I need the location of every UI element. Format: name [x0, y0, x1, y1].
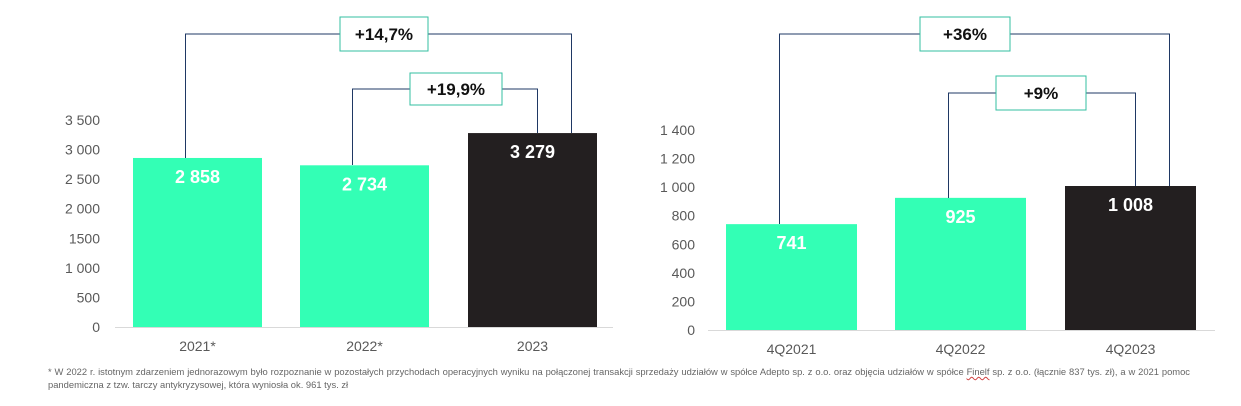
y-tick-label: 800 — [672, 208, 696, 224]
x-tick-label: 2022* — [346, 338, 383, 354]
y-tick-label: 500 — [77, 289, 101, 305]
growth-label: +14,7% — [355, 25, 413, 44]
y-tick-label: 3 000 — [65, 142, 100, 158]
x-tick-label: 2021* — [179, 338, 216, 354]
growth-label: +19,9% — [427, 80, 485, 99]
x-tick-label: 2023 — [517, 338, 548, 354]
y-tick-label: 1 000 — [65, 260, 100, 276]
y-tick-label: 1500 — [69, 230, 100, 246]
footnote-text-1: * W 2022 r. istotnym zdarzeniem jednoraz… — [48, 366, 967, 377]
y-tick-label: 600 — [672, 236, 696, 252]
y-tick-label: 1 400 — [660, 122, 695, 138]
data-label: 2 858 — [175, 167, 220, 187]
y-tick-label: 0 — [687, 322, 695, 338]
data-label: 2 734 — [342, 174, 387, 194]
x-tick-label: 4Q2022 — [936, 341, 986, 357]
y-tick-label: 3 500 — [65, 112, 100, 128]
bar-2023 — [468, 133, 597, 327]
y-tick-label: 1 000 — [660, 179, 695, 195]
y-tick-label: 2 000 — [65, 201, 100, 217]
data-label: 925 — [945, 207, 975, 227]
x-tick-label: 4Q2021 — [767, 341, 817, 357]
footnote-underlined-word: Finelf — [967, 366, 990, 377]
chart-left: 0 500 1 000 1500 2 000 2 500 3 000 3 500 2 858 2 … — [0, 0, 620, 360]
y-tick-label: 400 — [672, 265, 696, 281]
y-tick-label: 200 — [672, 293, 696, 309]
data-label: 741 — [776, 233, 806, 253]
growth-label: +9% — [1024, 84, 1059, 103]
data-label: 3 279 — [510, 142, 555, 162]
data-label: 1 008 — [1108, 195, 1153, 215]
x-tick-label: 4Q2023 — [1106, 341, 1156, 357]
y-tick-label: 1 200 — [660, 151, 695, 167]
y-tick-label: 0 — [92, 319, 100, 335]
y-tick-label: 2 500 — [65, 171, 100, 187]
chart-right: 0 200 400 600 800 1 000 1 200 1 400 741 925 1 008 4… — [620, 0, 1241, 360]
footnote: * W 2022 r. istotnym zdarzeniem jednoraz… — [48, 366, 1190, 391]
growth-label: +36% — [943, 25, 987, 44]
